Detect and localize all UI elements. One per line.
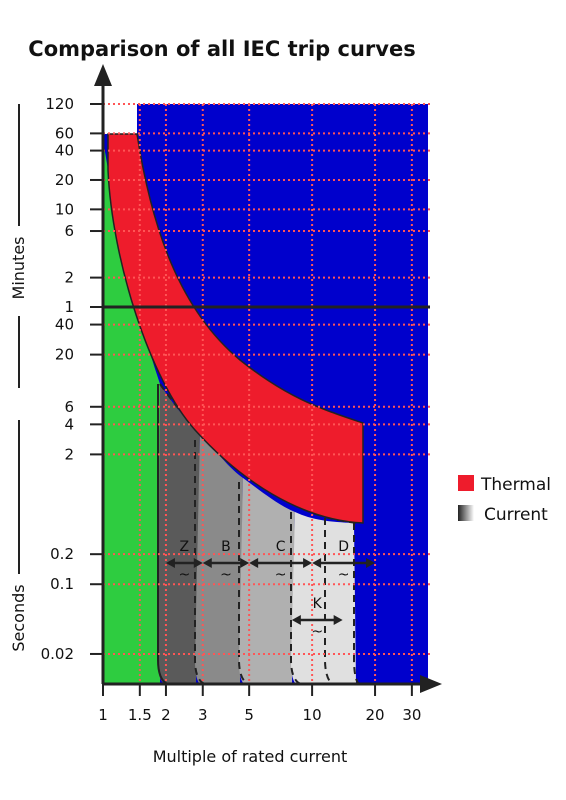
band-z: [158, 384, 200, 684]
x-tick-label: 10: [303, 706, 322, 724]
x-tick-label: 2: [161, 706, 171, 724]
y-minutes-tick-label: 20: [55, 171, 74, 189]
band-arrowhead: [303, 558, 313, 568]
band-label-d: D: [338, 539, 349, 555]
y-minutes-tick-label: 60: [55, 124, 74, 142]
band-arrowhead: [193, 558, 203, 568]
chart-title: Comparison of all IEC trip curves: [28, 37, 415, 61]
x-tick-label: 30: [402, 706, 421, 724]
x-tick-label: 20: [366, 706, 385, 724]
y-seconds-tick-label: 0.02: [41, 645, 74, 663]
legend-swatch-current: [458, 505, 474, 521]
band-tilde: ~: [220, 567, 232, 583]
band-label-b: B: [221, 539, 231, 555]
x-tick-label: 5: [244, 706, 254, 724]
band-tilde: ~: [311, 624, 323, 640]
legend-label-thermal: Thermal: [480, 475, 551, 495]
band-boundary-k: [324, 518, 334, 685]
band-tilde: ~: [275, 567, 287, 583]
band-arrowhead: [202, 558, 212, 568]
y-seconds-tick-label: 2: [64, 445, 74, 463]
y-seconds-tick-label: 40: [55, 316, 74, 334]
band-arrowhead: [249, 558, 259, 568]
x-axis-arrow: [420, 675, 442, 693]
x-axis-title: Multiple of rated current: [153, 747, 348, 766]
y-minutes-tick-label: 120: [45, 95, 74, 113]
band-arrowhead: [312, 558, 322, 568]
band-arrowhead: [165, 558, 175, 568]
no-trip-region: [103, 140, 160, 684]
y-seconds-tick-label: 0.1: [50, 575, 74, 593]
top-blank-region: [103, 104, 137, 134]
band-label-c: C: [276, 539, 286, 555]
y-minutes-tick-label: 40: [55, 142, 74, 160]
y-minutes-tick-label: 2: [64, 269, 74, 287]
x-tick-label: 3: [198, 706, 208, 724]
band-label-k: K: [313, 596, 323, 612]
band-tilde: ~: [178, 567, 190, 583]
band-arrowhead: [291, 615, 301, 625]
band-arrowhead: [366, 558, 376, 568]
y-seconds-tick-label: 0.2: [50, 545, 74, 563]
band-b: [195, 432, 243, 684]
y-seconds-tick-label: 6: [64, 398, 74, 416]
band-arrowhead: [333, 615, 343, 625]
y-axis-title-minutes: Minutes: [9, 237, 28, 300]
band-boundary-b-c: [238, 482, 250, 685]
band-tilde: ~: [338, 567, 350, 583]
legend-label-current: Current: [484, 505, 548, 525]
y-seconds-tick-label: 20: [55, 346, 74, 364]
legend-swatch-thermal: [458, 475, 474, 491]
x-tick-label: 1.5: [128, 706, 152, 724]
y-minutes-tick-label: 6: [64, 222, 74, 240]
x-tick-label: 1: [98, 706, 108, 724]
band-arrowhead: [240, 558, 250, 568]
y-axis-title-seconds: Seconds: [9, 584, 28, 651]
band-c: [239, 478, 295, 684]
thermal-region: [107, 133, 364, 524]
band-d: [291, 512, 356, 684]
band-label-z: Z: [180, 539, 190, 555]
y-seconds-tick-label: 4: [64, 415, 74, 433]
y-minutes-tick-label: 10: [55, 200, 74, 218]
y-minutes-tick-label: 1: [64, 298, 74, 316]
y-axis-arrow: [94, 64, 112, 86]
